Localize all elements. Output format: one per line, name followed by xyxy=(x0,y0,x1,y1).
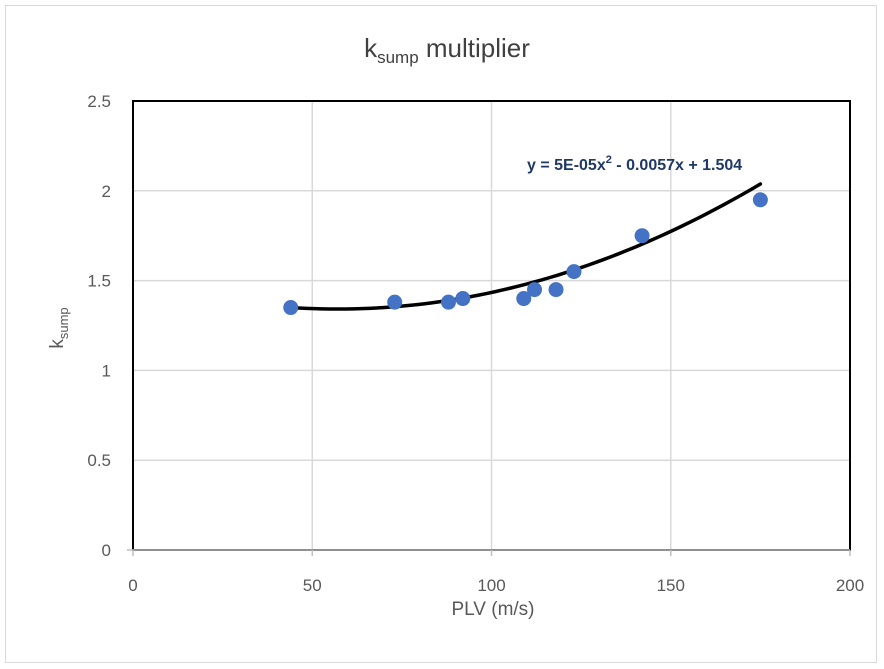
data-point xyxy=(283,300,299,316)
x-tick-label: 0 xyxy=(128,576,137,595)
y-axis-title: ksump xyxy=(47,307,71,348)
chart-frame xyxy=(5,5,877,663)
trendline-path xyxy=(288,182,763,311)
trendline-equation: y = 5E-05x2 - 0.0057x + 1.504 xyxy=(527,154,742,174)
data-point xyxy=(440,294,456,310)
y-tick-label: 2.5 xyxy=(87,92,111,111)
chart-title: ksump multiplier xyxy=(364,33,530,67)
x-tick-label: 100 xyxy=(477,576,505,595)
x-axis-title: PLV (m/s) xyxy=(451,599,534,620)
grid-layer xyxy=(133,101,850,550)
equation-sup: 2 xyxy=(606,154,612,166)
data-point xyxy=(634,228,650,244)
y-tick-label: 1 xyxy=(102,361,111,380)
x-tick-label: 50 xyxy=(303,576,322,595)
equation-part2: - 0.0057x + 1.504 xyxy=(612,157,742,174)
data-point xyxy=(548,282,564,298)
y-tick-label: 2 xyxy=(102,182,111,201)
axis-layer xyxy=(127,100,851,556)
chart-title-sub: sump xyxy=(377,48,419,67)
y-axis-title-main: k xyxy=(47,339,68,349)
x-tick-label: 200 xyxy=(836,576,864,595)
data-point xyxy=(455,291,471,307)
chart-title-main: k xyxy=(364,33,378,63)
trendline-layer xyxy=(288,182,763,311)
data-point xyxy=(387,294,403,310)
x-tick-label: 150 xyxy=(657,576,685,595)
y-tick-label: 0 xyxy=(102,541,111,560)
data-point xyxy=(516,291,532,307)
y-tick-label: 1.5 xyxy=(87,272,111,291)
y-tick-label: 0.5 xyxy=(87,451,111,470)
tick-label-layer: 0 50 100 150 200 0 0.5 1 1.5 2 2.5 xyxy=(87,92,864,595)
y-axis-title-sub: sump xyxy=(56,307,71,339)
data-point xyxy=(566,264,582,280)
chart-title-rest: multiplier xyxy=(419,33,531,63)
data-point xyxy=(527,282,543,298)
point-layer xyxy=(283,192,768,316)
data-point xyxy=(752,192,768,208)
equation-part1: y = 5E-05x xyxy=(527,157,606,174)
